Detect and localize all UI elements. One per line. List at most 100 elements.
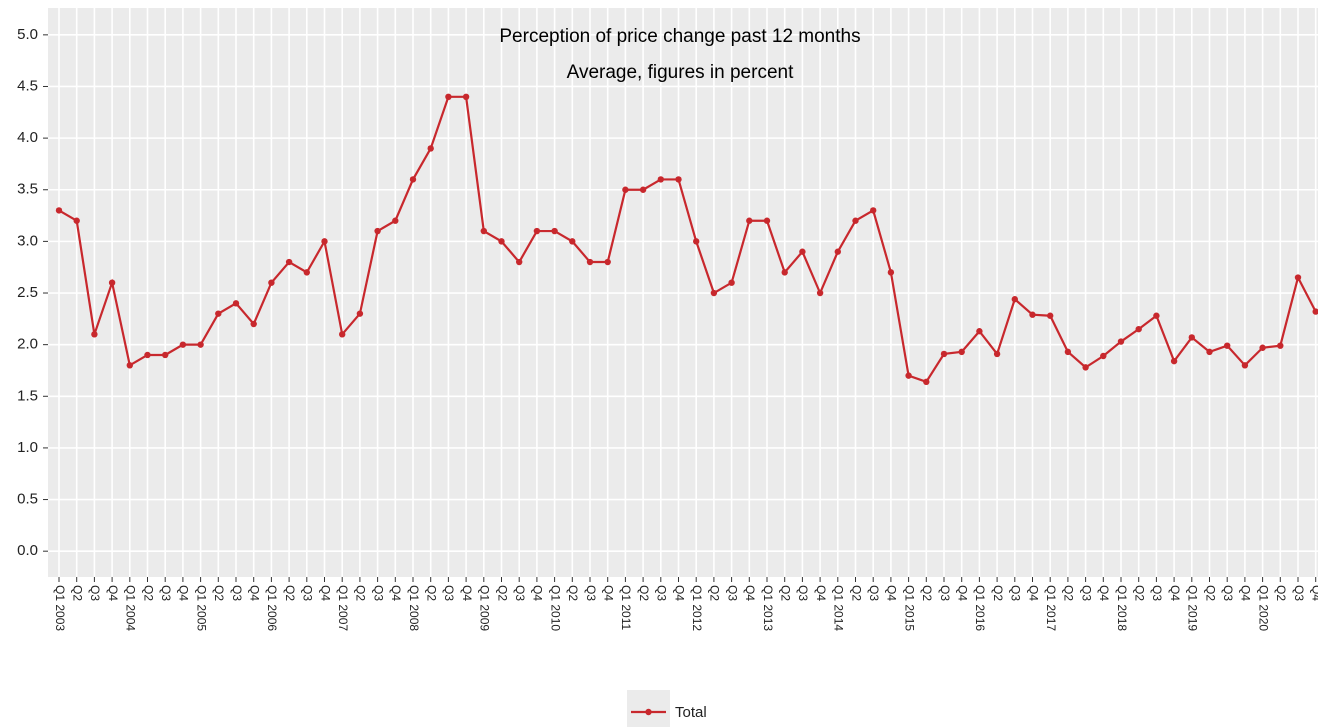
x-tick-label: Q2	[283, 585, 297, 601]
point	[728, 279, 735, 286]
point	[1135, 325, 1142, 333]
x-tick-label: Q4	[602, 585, 616, 601]
point	[586, 258, 594, 266]
x-tick-label: Q4	[814, 585, 828, 601]
x-tick-label: Q4	[672, 585, 686, 601]
point	[1082, 364, 1089, 371]
x-tick-label: Q3	[867, 585, 881, 601]
x-tick-label: Q3	[1150, 585, 1164, 601]
x-tick-label: Q3	[584, 585, 598, 601]
x-tick-label: Q3	[1009, 585, 1023, 601]
point	[1312, 308, 1318, 315]
x-tick-label: Q4	[177, 585, 191, 601]
x-tick-label: Q3	[725, 585, 739, 601]
point	[356, 310, 364, 317]
x-tick-label: Q1 2012	[690, 585, 704, 631]
point	[533, 227, 541, 235]
x-tick-label: Q3	[938, 585, 952, 601]
x-tick-label: Q3	[159, 585, 173, 601]
x-tick-label: Q2	[1133, 585, 1147, 601]
point	[1259, 344, 1266, 351]
y-tick-label: 2.5	[17, 284, 38, 301]
point	[887, 269, 895, 276]
x-tick-label: Q3	[513, 585, 527, 601]
x-tick-label: Q1 2017	[1044, 585, 1058, 631]
point	[1188, 334, 1196, 341]
legend-key	[627, 690, 670, 727]
x-tick-label: Q4	[460, 585, 474, 601]
point	[108, 279, 116, 286]
point	[1294, 274, 1302, 281]
x-tick-label: Q4	[1026, 585, 1040, 601]
point	[551, 227, 558, 235]
point	[144, 351, 151, 359]
x-tick-label: Q4	[389, 585, 403, 601]
point	[852, 217, 859, 224]
point	[1153, 312, 1160, 319]
x-tick-label: Q3	[301, 585, 315, 601]
x-tick-label: Q2	[354, 585, 368, 601]
point	[126, 362, 133, 369]
x-tick-label: Q2	[71, 585, 85, 601]
x-tick-label: Q2	[779, 585, 793, 601]
point	[746, 217, 753, 224]
chart-title: Perception of price change past 12 month…	[499, 26, 860, 47]
point	[693, 238, 700, 245]
point	[321, 238, 328, 245]
point	[374, 227, 381, 235]
point	[993, 350, 1001, 358]
y-tick-label: 4.5	[17, 77, 38, 94]
x-tick-label: Q3	[230, 585, 244, 601]
x-tick-label: Q1 2011	[619, 585, 633, 630]
point	[268, 279, 275, 286]
y-tick-label: 1.0	[17, 439, 38, 456]
x-tick-label: Q1 2015	[902, 585, 916, 631]
x-tick-label: Q1 2003	[53, 585, 67, 631]
y-tick-label: 1.5	[17, 387, 38, 404]
point	[179, 341, 187, 348]
x-tick-label: Q3	[655, 585, 669, 601]
x-tick-label: Q2	[708, 585, 722, 601]
point	[1224, 342, 1231, 349]
point	[1011, 296, 1018, 303]
x-tick-label: Q4	[1239, 585, 1253, 601]
point	[445, 93, 452, 101]
point	[657, 176, 664, 183]
x-tick-label: Q4	[1097, 585, 1111, 601]
point	[462, 93, 470, 101]
y-tick-label: 0.0	[17, 542, 38, 559]
x-tick-label: Q4	[531, 585, 545, 601]
point	[834, 248, 841, 255]
x-tick-label: Q4	[1310, 585, 1318, 601]
point	[1029, 311, 1036, 318]
x-tick-label: Q3	[796, 585, 810, 601]
x-tick-label: Q3	[371, 585, 385, 601]
point	[763, 217, 771, 224]
x-tick-label: Q3	[1221, 585, 1235, 601]
point	[816, 289, 824, 297]
x-tick-label: Q4	[318, 585, 332, 601]
point	[55, 207, 63, 214]
point	[1206, 348, 1213, 356]
y-tick-label: 3.5	[17, 181, 38, 198]
x-tick-label: Q1 2006	[265, 585, 279, 631]
x-tick-label: Q1 2008	[407, 585, 421, 631]
y-tick-label: 0.5	[17, 491, 38, 508]
point	[940, 350, 948, 358]
x-tick-label: Q2	[1274, 585, 1288, 601]
point	[516, 258, 523, 266]
point	[91, 331, 98, 338]
point	[976, 328, 983, 335]
point	[1241, 362, 1249, 369]
x-tick-label: Q4	[1168, 585, 1182, 601]
point	[1117, 338, 1125, 345]
x-tick-label: Q1 2004	[124, 585, 138, 631]
x-tick-label: Q2	[495, 585, 509, 601]
point	[1277, 342, 1284, 349]
x-tick-label: Q4	[956, 585, 970, 601]
x-tick-label: Q1 2010	[548, 585, 562, 631]
point	[905, 372, 912, 379]
point	[498, 238, 505, 245]
x-tick-label: Q1 2016	[973, 585, 987, 631]
point	[392, 217, 399, 224]
